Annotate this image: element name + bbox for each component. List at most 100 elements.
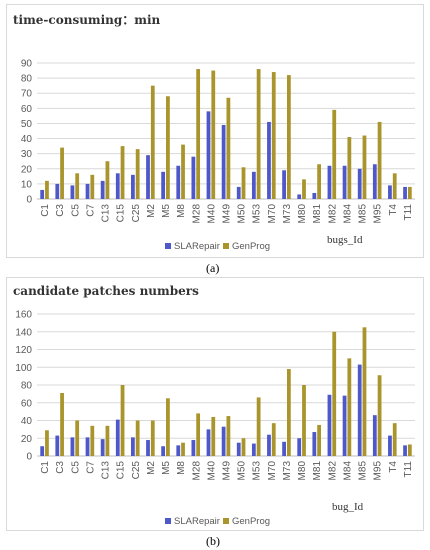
chart-panel-patches: candidate patches numbers 0 20 40 60 80 100 12… <box>6 277 424 531</box>
bar-slarepair <box>327 394 332 456</box>
x-tick-label: M2 <box>146 204 157 218</box>
bar-slarepair <box>85 183 90 199</box>
bar-slarepair <box>191 156 196 199</box>
legend-label-slarepair: SLARepair <box>174 516 220 527</box>
bar-slarepair <box>282 441 286 456</box>
bar-slarepair <box>191 440 196 456</box>
legend: SLARepair GenProg <box>165 516 270 527</box>
x-tick-label: M40 <box>206 204 217 224</box>
time-consuming-chart: 0 10 20 30 40 50 60 70 80 90 C1 C3 C5 C7 C13 C15 C25 M2 M5… <box>21 59 415 252</box>
bar-genprog <box>362 135 367 199</box>
bar-slarepair <box>40 189 45 199</box>
bar-genprog <box>317 424 321 456</box>
x-tick-label: M2 <box>146 461 157 475</box>
x-tick-label: M80 <box>297 461 308 481</box>
bar-slarepair <box>251 443 256 456</box>
y-tick-label: 100 <box>15 363 32 374</box>
bar-genprog <box>347 137 352 199</box>
bar-genprog <box>226 416 231 456</box>
gridlines <box>37 62 415 200</box>
x-tick-label: C13 <box>101 204 112 223</box>
x-tick-label: C25 <box>131 461 142 480</box>
x-tick-label: M49 <box>222 461 233 481</box>
bar-slarepair <box>388 435 392 456</box>
x-tick-label: C7 <box>85 461 96 474</box>
x-axis-label: bugs_Id <box>327 234 363 246</box>
bar-genprog <box>45 180 49 199</box>
bar-genprog <box>135 149 140 199</box>
bar-slarepair <box>357 168 362 199</box>
x-tick-label: T4 <box>388 461 399 473</box>
chart-title: time-consuming：min <box>13 13 161 27</box>
y-tick-label: 80 <box>21 74 33 85</box>
y-tick-label: 80 <box>21 381 33 392</box>
x-tick-label: M28 <box>191 204 202 224</box>
x-tick-label: M8 <box>176 204 187 218</box>
y-tick-label: 0 <box>26 195 32 206</box>
x-tick-label: M82 <box>327 204 338 224</box>
x-tick-label: C5 <box>70 461 81 474</box>
bar-slarepair <box>70 185 75 199</box>
bar-genprog <box>271 72 276 199</box>
bar-slarepair <box>312 192 317 199</box>
x-tick-label: M80 <box>297 204 308 224</box>
x-tick-label: T11 <box>403 461 414 478</box>
x-tick-label: C3 <box>55 461 66 474</box>
x-tick-label: M81 <box>312 461 323 481</box>
bar-slarepair <box>342 165 347 199</box>
bar-slarepair <box>115 173 120 199</box>
bar-slarepair <box>282 170 286 199</box>
bar-genprog <box>150 85 155 199</box>
bars <box>40 69 412 200</box>
bar-genprog <box>377 375 382 456</box>
bar-genprog <box>392 173 397 199</box>
x-tick-label: M82 <box>327 461 338 481</box>
bar-slarepair <box>297 438 302 456</box>
bar-genprog <box>347 358 352 456</box>
bar-slarepair <box>176 165 181 199</box>
x-tick-label: C7 <box>85 204 96 217</box>
x-tick-label: M81 <box>312 204 323 224</box>
bar-genprog <box>60 147 64 199</box>
bar-genprog <box>90 174 95 199</box>
bar-slarepair <box>221 124 226 199</box>
bar-genprog <box>211 70 216 199</box>
bar-genprog <box>166 96 170 199</box>
x-tick-label: M70 <box>267 204 278 224</box>
bar-slarepair <box>131 174 135 199</box>
caption-b: (b) <box>206 534 220 548</box>
bar-slarepair <box>146 440 150 456</box>
x-tick-label: M5 <box>161 461 172 475</box>
y-tick-label: 10 <box>21 179 33 190</box>
x-tick-label: M40 <box>206 461 217 481</box>
bar-genprog <box>105 425 110 456</box>
bar-genprog <box>211 416 216 456</box>
bar-genprog <box>135 420 140 456</box>
x-tick-label: M73 <box>282 204 293 224</box>
bar-slarepair <box>297 194 302 199</box>
bar-slarepair <box>403 445 407 456</box>
caption-a: (a) <box>206 261 220 275</box>
bar-slarepair <box>161 171 166 199</box>
bar-slarepair <box>403 186 407 199</box>
bar-slarepair <box>357 364 362 456</box>
y-tick-label: 50 <box>21 119 33 130</box>
bar-genprog <box>256 69 261 200</box>
x-tick-label: M95 <box>373 461 384 481</box>
bar-slarepair <box>115 419 120 456</box>
x-tick-label: T4 <box>388 204 399 216</box>
y-tick-label: 90 <box>21 59 33 70</box>
bar-slarepair <box>206 429 211 456</box>
x-tick-label: C13 <box>101 461 112 480</box>
bar-slarepair <box>312 432 317 456</box>
x-tick-label: C15 <box>116 461 127 480</box>
x-tick-label: M95 <box>373 204 384 224</box>
bar-genprog <box>256 397 261 456</box>
y-tick-label: 0 <box>26 452 32 463</box>
x-tick-label: C3 <box>55 204 66 217</box>
x-tick-label: M8 <box>176 461 187 475</box>
bar-slarepair <box>236 186 241 199</box>
bar-genprog <box>196 69 201 200</box>
x-tick-label: C1 <box>40 461 51 474</box>
legend-swatch-slarepair <box>165 518 171 524</box>
